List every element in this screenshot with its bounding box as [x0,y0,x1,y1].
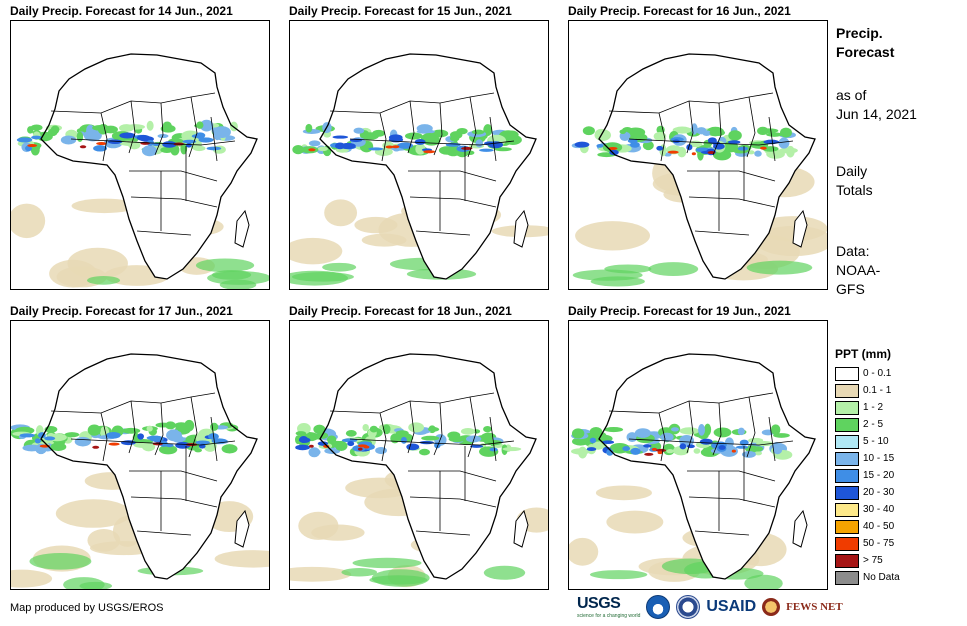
legend-label: 5 - 10 [863,436,889,447]
precip-map [568,320,828,590]
legend-label: > 75 [863,555,883,566]
precip-map [10,20,270,290]
usgs-logo: USGS science for a changing world [577,595,640,619]
legend-label: 2 - 5 [863,419,884,430]
panel-title: Daily Precip. Forecast for 16 Jun., 2021 [568,4,791,18]
legend-label: 20 - 30 [863,487,895,498]
dos-seal-logo [676,595,701,619]
legend-swatch [835,452,859,466]
as-of-date: as of Jun 14, 2021 [836,86,917,124]
legend-swatch [835,384,859,398]
daily-totals: Daily Totals [836,162,873,200]
data-line1: Data: [836,243,870,259]
totals-line1: Daily [836,163,868,179]
fews-globe-icon [762,598,781,616]
legend-label: 10 - 15 [863,453,895,464]
precip-map [289,20,549,290]
legend-swatch [835,435,859,449]
data-line3: GFS [836,281,865,297]
africa-map-graphic [569,353,816,589]
precip-map [10,320,270,590]
side-heading-line2: Forecast [836,44,895,60]
panel-title: Daily Precip. Forecast for 18 Jun., 2021 [289,304,512,318]
as-of-line1: as of [836,87,867,103]
africa-map-graphic [290,353,548,588]
usaid-logo: USAID [706,598,757,615]
africa-map-graphic [11,53,269,289]
africa-map-graphic [571,53,827,287]
totals-line2: Totals [836,182,873,198]
usgs-logo-text: USGS [577,595,621,612]
data-line2: NOAA- [836,262,881,278]
side-heading: Precip. Forecast [836,24,894,62]
panel-title: Daily Precip. Forecast for 17 Jun., 2021 [10,304,233,318]
as-of-line2: Jun 14, 2021 [836,106,917,122]
legend-swatch [835,486,859,500]
legend-swatch [835,503,859,517]
legend-swatch [835,554,859,568]
data-source: Data: NOAA- GFS [836,242,880,299]
legend-label: 1 - 2 [863,402,884,413]
legend-label: 0.1 - 1 [863,385,892,396]
panel-title: Daily Precip. Forecast for 15 Jun., 2021 [289,4,512,18]
partner-logos: USGS science for a changing world USAID … [577,594,843,620]
legend-label: 50 - 75 [863,538,895,549]
legend-label: 0 - 0.1 [863,368,892,379]
panel-title: Daily Precip. Forecast for 19 Jun., 2021 [568,304,791,318]
credit-text: Map produced by USGS/EROS [10,602,164,614]
legend-swatch [835,401,859,415]
legend-swatch [835,520,859,534]
legend-label: 15 - 20 [863,470,895,481]
legend-swatch [835,469,859,483]
legend-swatch [835,418,859,432]
panel-title: Daily Precip. Forecast for 14 Jun., 2021 [10,4,233,18]
legend-label: 40 - 50 [863,521,895,532]
side-heading-line1: Precip. [836,25,883,41]
precip-map [289,320,549,590]
legend-label: No Data [863,572,900,583]
africa-map-graphic [290,53,548,286]
usgs-tagline: science for a changing world [577,613,641,619]
legend-swatch [835,367,859,381]
africa-map-graphic [11,353,269,589]
legend-title: PPT (mm) [835,347,892,361]
noaa-logo [646,595,671,619]
precip-map [568,20,828,290]
legend-swatch [835,537,859,551]
legend-label: 30 - 40 [863,504,895,515]
legend-swatch [835,571,859,585]
fews-net-logo: FEWS NET [786,601,843,613]
